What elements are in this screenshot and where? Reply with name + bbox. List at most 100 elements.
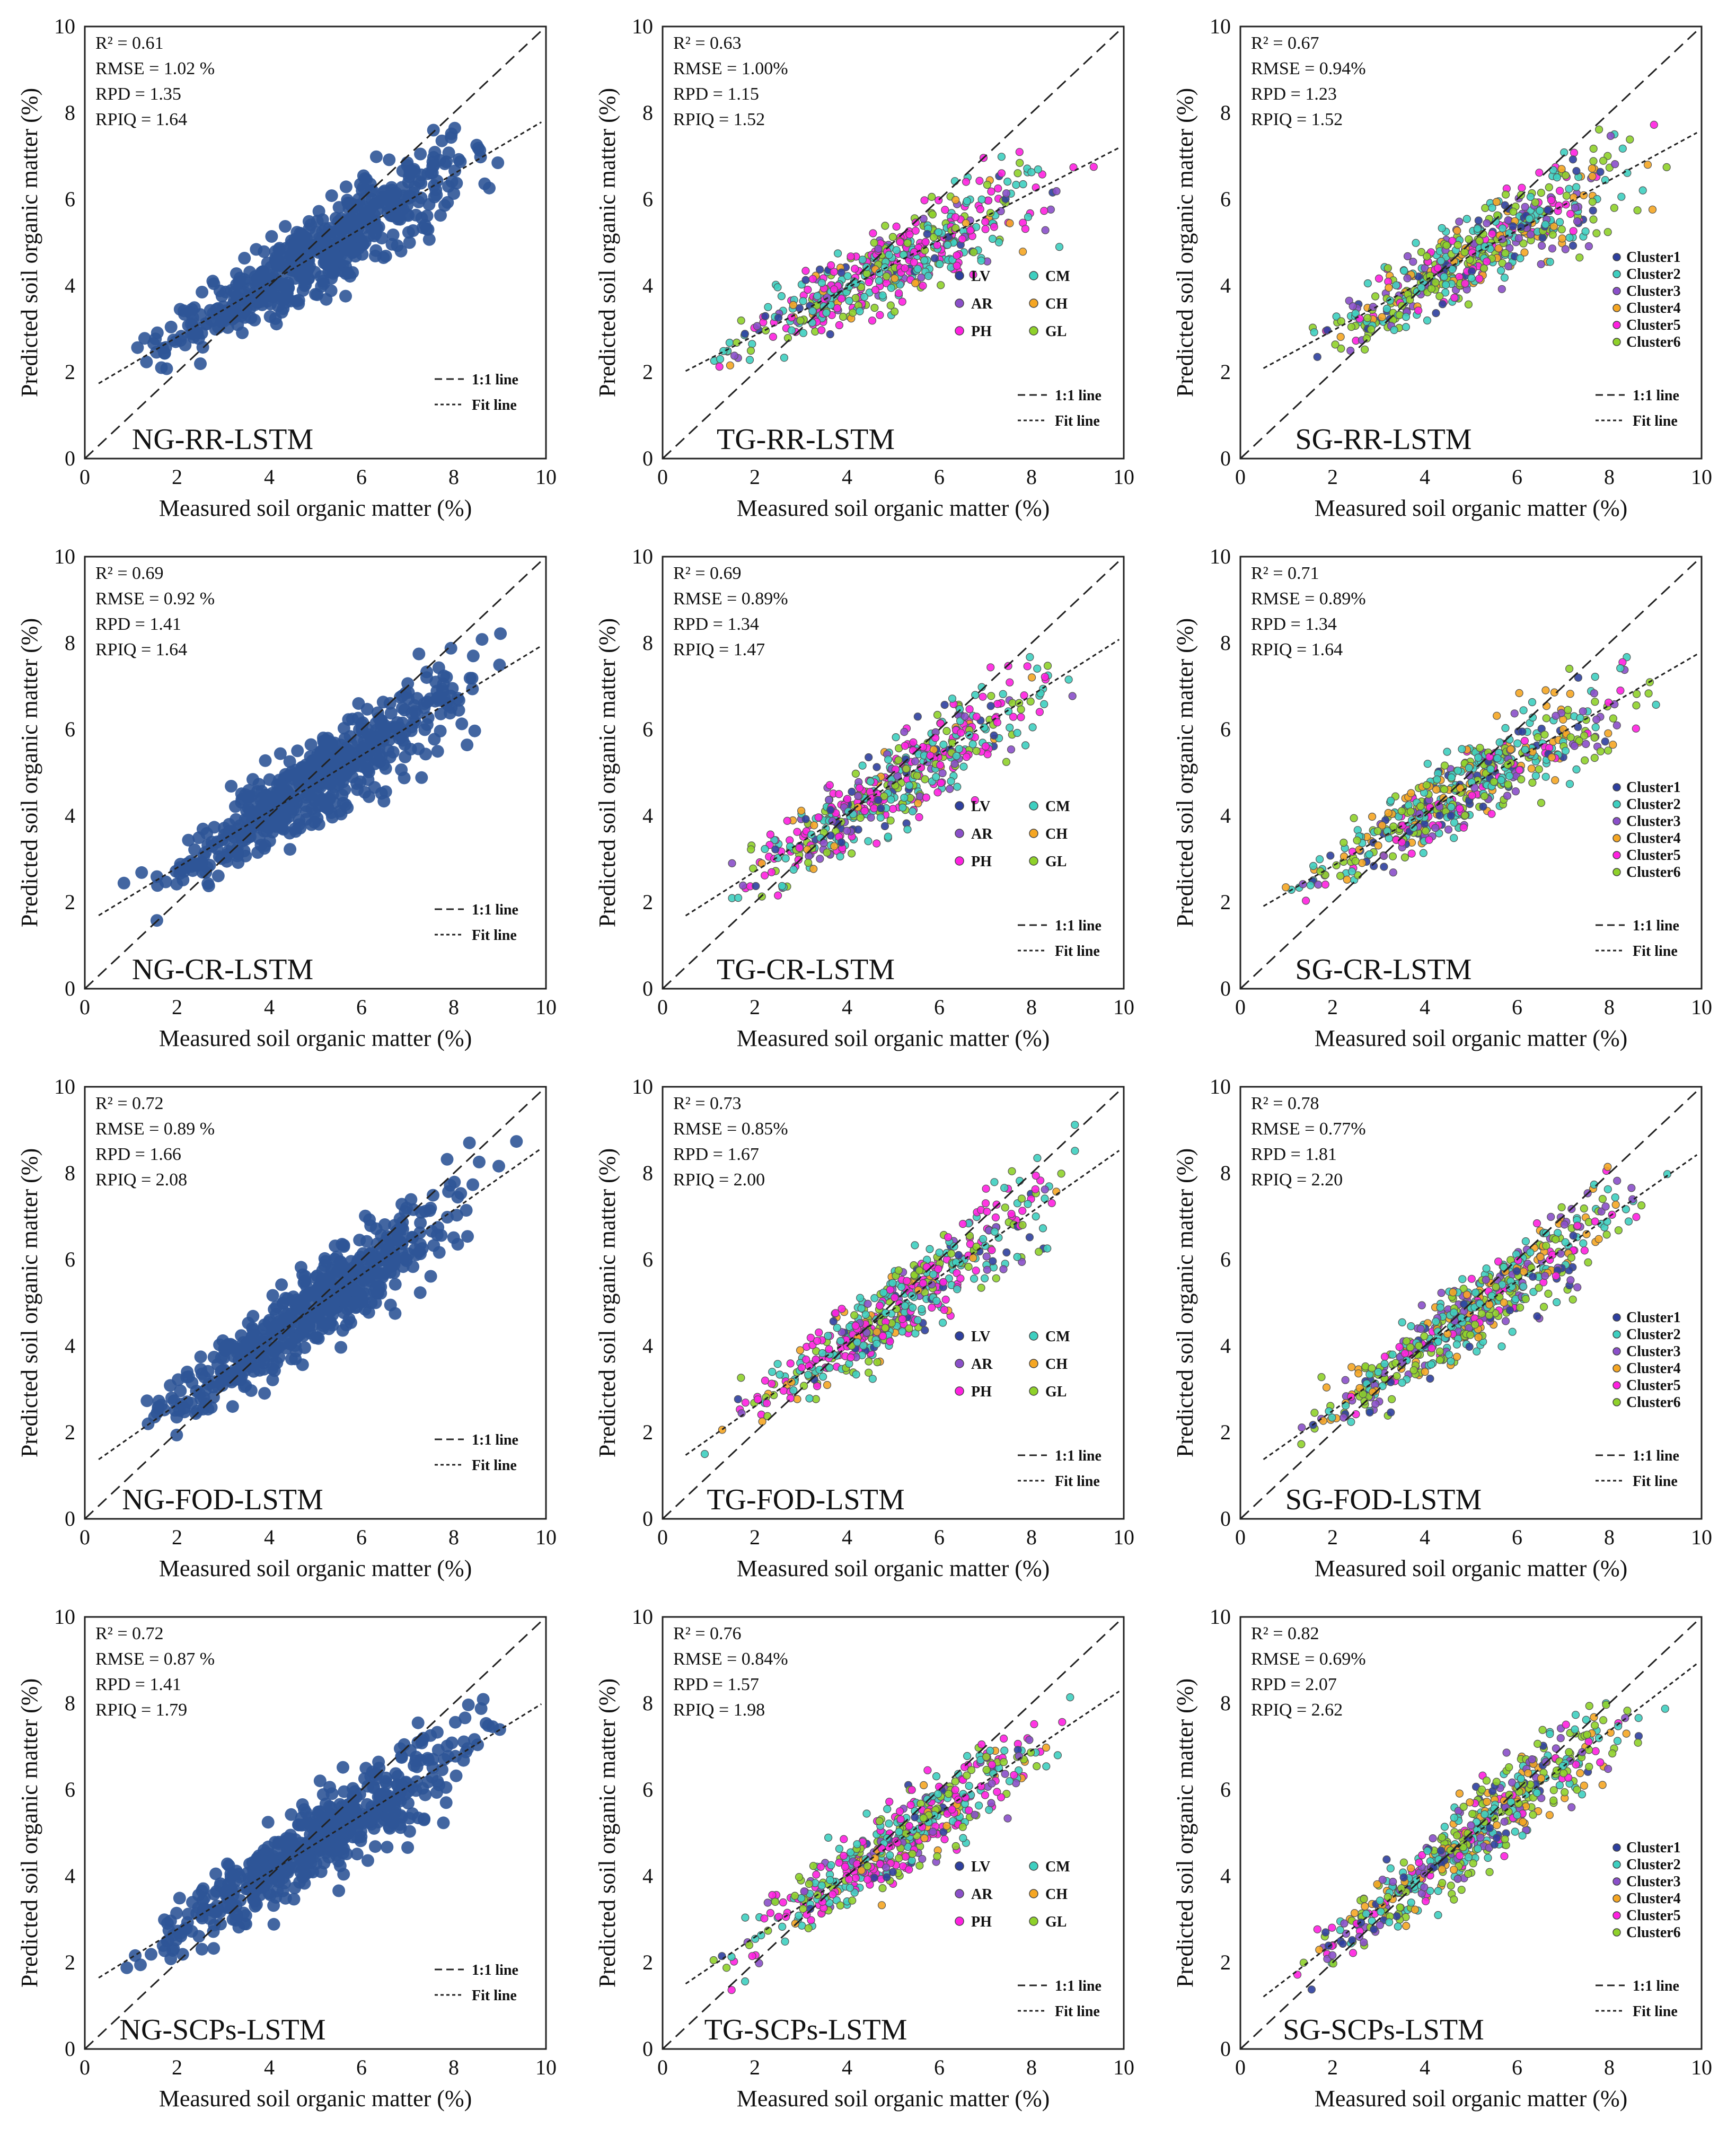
- data-point: [911, 279, 920, 287]
- data-point: [1447, 1322, 1455, 1331]
- y-tick-label: 4: [642, 1334, 653, 1358]
- data-point: [312, 205, 325, 218]
- data-point: [1033, 664, 1042, 673]
- legend-label-1to1: 1:1 line: [472, 1432, 518, 1448]
- panel-title: TG-FOD-LSTM: [707, 1483, 904, 1516]
- data-point: [1419, 849, 1427, 857]
- data-point: [258, 1387, 271, 1400]
- data-point: [1632, 701, 1641, 710]
- data-point: [460, 1204, 473, 1217]
- data-point: [1355, 846, 1363, 854]
- data-point: [416, 221, 429, 234]
- data-point: [1548, 244, 1557, 253]
- y-tick-label: 6: [65, 1247, 75, 1271]
- data-point: [887, 284, 895, 292]
- data-point: [1353, 836, 1361, 845]
- data-point: [160, 362, 173, 375]
- data-point: [1650, 120, 1658, 129]
- data-point: [934, 228, 943, 236]
- data-point: [1508, 1327, 1517, 1336]
- data-point: [389, 1278, 402, 1291]
- data-point: [1018, 1207, 1027, 1215]
- data-point: [913, 1316, 922, 1324]
- data-point: [274, 747, 287, 760]
- data-point: [903, 239, 912, 248]
- data-point: [314, 270, 328, 283]
- data-point: [1588, 172, 1597, 181]
- panel-title: SG-RR-LSTM: [1296, 423, 1472, 456]
- data-point: [983, 181, 992, 189]
- data-point: [1378, 821, 1386, 830]
- data-point: [440, 1153, 454, 1166]
- y-tick-label: 10: [54, 544, 75, 568]
- data-point: [415, 177, 428, 190]
- x-tick-label: 6: [1512, 465, 1522, 489]
- data-point: [401, 677, 415, 690]
- data-point: [847, 252, 855, 261]
- data-point: [231, 846, 244, 859]
- x-tick-label: 2: [1327, 465, 1338, 489]
- x-tick-label: 4: [264, 465, 275, 489]
- legend-label-1to1: 1:1 line: [472, 372, 518, 388]
- data-point: [359, 1209, 372, 1223]
- data-point: [986, 702, 995, 710]
- data-point: [1588, 164, 1597, 173]
- data-point: [975, 177, 984, 185]
- data-point: [1582, 1230, 1591, 1238]
- data-point: [1316, 855, 1324, 864]
- data-point: [891, 1294, 899, 1302]
- legend-label-cluster5: Cluster5: [1626, 847, 1681, 864]
- data-point: [986, 209, 995, 217]
- data-point: [1441, 288, 1450, 297]
- data-point: [1521, 203, 1529, 211]
- data-point: [1573, 217, 1582, 226]
- stat-0: R² = 0.63: [673, 33, 742, 53]
- data-point: [1435, 1347, 1444, 1356]
- data-point: [1386, 296, 1395, 305]
- data-point: [856, 813, 865, 822]
- data-point: [1603, 228, 1612, 236]
- data-point: [1434, 264, 1442, 272]
- data-point: [865, 753, 873, 762]
- legend-marker-gl: [1029, 326, 1038, 336]
- x-tick-label: 8: [448, 1525, 459, 1549]
- data-point: [764, 303, 772, 311]
- data-point: [1483, 257, 1491, 266]
- data-point: [1510, 709, 1519, 718]
- data-point: [971, 796, 979, 805]
- data-point: [937, 281, 945, 289]
- data-point: [310, 226, 323, 239]
- data-point: [494, 627, 507, 640]
- data-point: [728, 859, 736, 868]
- data-point: [1544, 206, 1552, 214]
- data-point: [1447, 1357, 1455, 1366]
- data-point: [746, 346, 755, 355]
- data-point: [1416, 802, 1425, 811]
- data-point: [1590, 689, 1599, 698]
- fit-line: [1263, 132, 1698, 369]
- data-point: [1492, 217, 1500, 226]
- data-point: [1470, 784, 1479, 792]
- data-point: [804, 285, 812, 294]
- data-point: [151, 870, 163, 883]
- data-point: [1467, 274, 1476, 283]
- y-tick-label: 4: [65, 804, 75, 828]
- data-point: [428, 146, 442, 159]
- data-point: [165, 1391, 178, 1404]
- data-point: [886, 1286, 895, 1294]
- legend-label-cluster6: Cluster6: [1626, 334, 1681, 350]
- data-point: [466, 1178, 479, 1191]
- data-point: [1008, 699, 1017, 707]
- legend-marker-cluster1: [1612, 253, 1621, 261]
- data-point: [1383, 264, 1392, 272]
- data-points: [1308, 120, 1671, 361]
- data-point: [1467, 267, 1476, 276]
- data-point: [929, 233, 938, 241]
- data-point: [239, 1364, 252, 1377]
- data-point: [277, 1305, 290, 1318]
- data-point: [1403, 274, 1412, 283]
- data-point: [420, 665, 433, 679]
